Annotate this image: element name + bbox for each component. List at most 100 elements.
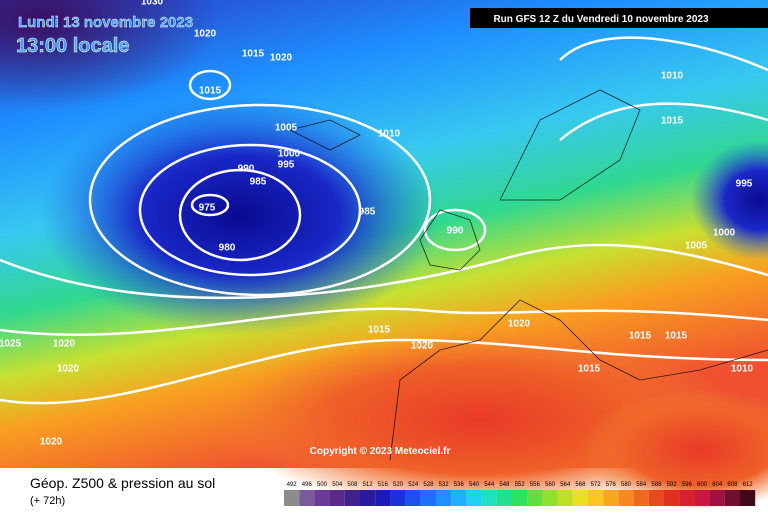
legend-label: 596 [682, 482, 693, 488]
legend-label: 508 [347, 482, 358, 488]
legend-label: 552 [515, 482, 526, 488]
legend-label: 544 [484, 482, 495, 488]
legend-swatch [664, 490, 680, 506]
legend-label: 512 [363, 482, 374, 488]
legend-label: 604 [712, 482, 723, 488]
isobar-label: 1025 [0, 339, 22, 350]
isobar-label: 1010 [661, 71, 684, 82]
isobar-label: 1020 [411, 341, 434, 352]
legend-label: 532 [439, 482, 450, 488]
isobar-label: 1000 [713, 228, 736, 239]
isobar-label: 1015 [242, 49, 265, 60]
legend-swatch [512, 490, 528, 506]
legend-label: 492 [287, 482, 298, 488]
legend-swatch [648, 490, 664, 506]
legend-swatch [679, 490, 695, 506]
legend-swatch [527, 490, 543, 506]
legend-swatch [481, 490, 497, 506]
legend-label: 572 [591, 482, 602, 488]
footer-title: Géop. Z500 & pression au sol [30, 475, 215, 491]
isobar-label: 980 [219, 243, 236, 254]
legend-label: 500 [317, 482, 328, 488]
isobar-label: 990 [238, 164, 255, 175]
isobar-label: 1020 [194, 29, 217, 40]
legend-label: 548 [499, 482, 510, 488]
isobar-label: 1015 [665, 331, 688, 342]
copyright: Copyright © 2023 Meteociel.fr [310, 446, 451, 457]
legend-swatch [496, 490, 512, 506]
isobar-label: 1030 [141, 0, 164, 8]
legend-swatch [360, 490, 376, 506]
run-banner [470, 8, 768, 28]
legend-swatch [375, 490, 391, 506]
legend-swatch [314, 490, 330, 506]
isobar-label: 1005 [685, 241, 708, 252]
legend-label: 504 [332, 482, 343, 488]
isobar-label: 1015 [578, 364, 601, 375]
isobar-label: 1010 [731, 364, 754, 375]
legend-swatch [709, 490, 725, 506]
legend-label: 536 [454, 482, 465, 488]
legend-swatch [451, 490, 467, 506]
legend-label: 496 [302, 482, 313, 488]
legend-swatch [694, 490, 710, 506]
run-info: Run GFS 12 Z du Vendredi 10 novembre 202… [493, 14, 709, 25]
isobar-label: 1000 [278, 149, 301, 160]
isobar-label: 985 [359, 207, 376, 218]
isobar-label: 1020 [40, 437, 63, 448]
forecast-time: 13:00 locale [16, 35, 129, 57]
isobar-label: 1005 [275, 123, 298, 134]
legend-label: 580 [621, 482, 632, 488]
isobar-label: 1020 [508, 319, 531, 330]
forecast-lead: (+ 72h) [30, 495, 65, 507]
legend-label: 556 [530, 482, 541, 488]
legend-label: 524 [408, 482, 419, 488]
legend-swatch [603, 490, 619, 506]
legend-label: 528 [423, 482, 434, 488]
legend-swatch [420, 490, 436, 506]
isobar-label: 975 [199, 203, 216, 214]
legend-swatch [724, 490, 740, 506]
legend-label: 540 [469, 482, 480, 488]
legend-label: 612 [743, 482, 754, 488]
legend-label: 560 [545, 482, 556, 488]
legend-swatch [299, 490, 315, 506]
isobar-label: 1015 [368, 325, 391, 336]
legend-swatch [390, 490, 406, 506]
isobar-label: 1015 [629, 331, 652, 342]
legend-label: 588 [651, 482, 662, 488]
isobar-label: 1020 [53, 339, 76, 350]
isobar-label: 990 [447, 226, 464, 237]
isobar-label: 1020 [57, 364, 80, 375]
isobar-label: 995 [278, 160, 295, 171]
legend-label: 600 [697, 482, 708, 488]
legend-swatch [329, 490, 345, 506]
isobar-label: 995 [736, 179, 753, 190]
isobar-label: 1015 [199, 86, 222, 97]
legend-swatch [572, 490, 588, 506]
legend-swatch [284, 490, 300, 506]
legend-label: 608 [727, 482, 738, 488]
isobar-label: 1010 [378, 129, 401, 140]
legend-label: 584 [636, 482, 647, 488]
legend-swatch [557, 490, 573, 506]
forecast-date: Lundi 13 novembre 2023 [18, 14, 193, 31]
legend-label: 592 [667, 482, 678, 488]
legend-swatch [344, 490, 360, 506]
legend-label: 564 [560, 482, 571, 488]
legend-swatch [542, 490, 558, 506]
legend-swatch [740, 490, 756, 506]
legend-swatch [405, 490, 421, 506]
legend-swatch [618, 490, 634, 506]
isobar-label: 1015 [661, 116, 684, 127]
legend-swatch [466, 490, 482, 506]
isobar-label: 985 [250, 177, 267, 188]
legend-label: 568 [575, 482, 586, 488]
legend-label: 576 [606, 482, 617, 488]
legend-label: 520 [393, 482, 404, 488]
legend-swatch [436, 490, 452, 506]
legend-swatch [588, 490, 604, 506]
